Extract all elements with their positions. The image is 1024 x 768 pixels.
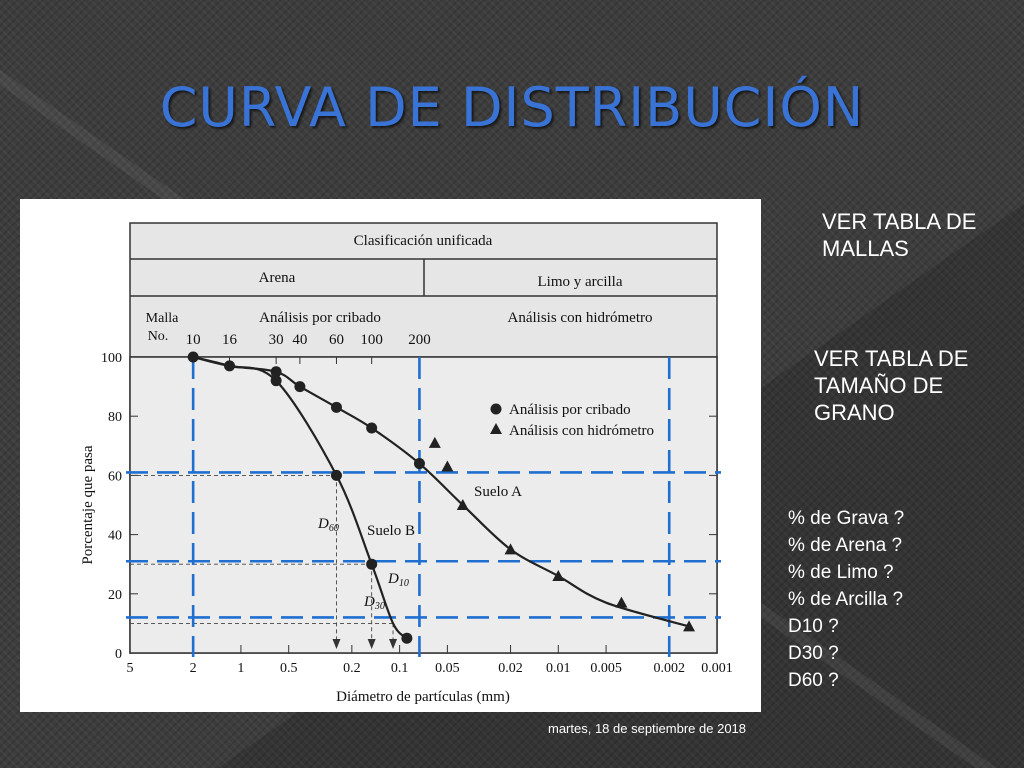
y-tick-label-60: 60	[108, 469, 122, 484]
y-tick-label-100: 100	[101, 351, 122, 366]
x-tick-label-10: 0.002	[653, 661, 685, 676]
footer-date: martes, 18 de septiembre de 2018	[548, 721, 747, 736]
mesh-label-40: 40	[292, 332, 307, 348]
header-malla: Malla	[146, 311, 179, 326]
x-tick-label-3: 0.5	[280, 661, 298, 676]
suelo-a-hydrometer-point-5	[615, 596, 628, 608]
y-tick-label-40: 40	[108, 529, 122, 544]
note-tamano: VER TABLA DE TAMAÑO DE GRANO	[814, 346, 969, 425]
suelo-b-sieve-point-0	[270, 375, 282, 387]
d10-label-sub: 10	[399, 578, 409, 589]
header-clasificacion: Clasificación unificada	[354, 233, 493, 249]
legend-marker-circle	[490, 403, 502, 415]
suelo-a-sieve-point-4	[330, 401, 342, 413]
legend-label-sieve: Análisis por cribado	[509, 402, 631, 418]
x-tick-label-5: 0.1	[391, 661, 409, 676]
suelo-a-hydrometer-point-2	[456, 499, 469, 510]
d30-arrow	[367, 639, 376, 649]
y-tick-label-20: 20	[108, 588, 122, 603]
x-tick-label-11: 0.001	[701, 661, 733, 676]
header-malla-no: No.	[148, 329, 169, 344]
question-d10: D10 ?	[788, 616, 839, 637]
question-d60: D60 ?	[788, 670, 839, 691]
x-tick-label-7: 0.02	[498, 661, 523, 676]
suelo-a-sieve-point-5	[366, 422, 378, 434]
header-sieve-title: Análisis por cribado	[259, 310, 381, 326]
mesh-label-100: 100	[360, 332, 383, 348]
chart-svg: Clasificación unificada Arena Limo y arcil…	[80, 222, 733, 705]
question-limo: % de Limo ?	[788, 562, 894, 583]
suelo-a-sieve-point-3	[294, 381, 306, 393]
d60-arrow	[332, 639, 341, 649]
header-limo-arcilla: Limo y arcilla	[538, 274, 623, 290]
legend-marker-triangle	[490, 423, 502, 434]
question-grava: % de Grava ?	[788, 508, 905, 529]
question-arcilla: % de Arcilla ?	[788, 589, 904, 610]
d10-arrow	[389, 639, 398, 649]
suelo-a-hydrometer-point-6	[683, 620, 696, 632]
x-tick-label-0: 5	[127, 661, 134, 676]
suelo-a-hydrometer-point-0	[428, 436, 441, 448]
d30-label-sub: 30	[374, 601, 385, 612]
y-tick-label-80: 80	[108, 410, 122, 425]
suelo-b-sieve-point-3	[401, 632, 413, 644]
grain-size-chart: Clasificación unificada Arena Limo y arcil…	[20, 199, 761, 712]
suelo-b-sieve-point-1	[330, 469, 342, 481]
x-tick-label-8: 0.01	[546, 661, 571, 676]
header-hydro-title: Análisis con hidrómetro	[508, 310, 653, 326]
question-d30: D30 ?	[788, 643, 839, 664]
d60-label-sub: 60	[329, 523, 339, 534]
slide-title: CURVA DE DISTRIBUCIÓN	[159, 76, 865, 139]
series-label-suelo-b: Suelo B	[367, 523, 415, 539]
question-arena: % de Arena ?	[788, 535, 903, 556]
x-tick-label-1: 2	[190, 661, 197, 676]
mesh-label-30: 30	[269, 332, 284, 348]
y-tick-label-0: 0	[115, 647, 122, 662]
mesh-label-16: 16	[222, 332, 238, 348]
mesh-label-200: 200	[408, 332, 431, 348]
note-mallas: VER TABLA DE MALLAS	[822, 209, 977, 261]
suelo-a-hydrometer-point-4	[552, 570, 565, 582]
suelo-b-sieve-point-2	[366, 558, 378, 570]
suelo-a-hydrometer-point-3	[504, 543, 517, 555]
question-list: % de Grava ? % de Arena ? % de Limo ? % …	[788, 505, 904, 694]
series-label-suelo-a: Suelo A	[474, 484, 522, 500]
y-axis-title: Porcentaje que pasa	[80, 445, 96, 564]
x-tick-label-6: 0.05	[435, 661, 460, 676]
x-tick-label-2: 1	[237, 661, 244, 676]
suelo-a-hydrometer-point-1	[441, 460, 454, 472]
suelo-a-sieve-point-6	[413, 458, 425, 470]
plot-area	[129, 356, 718, 654]
x-tick-label-4: 0.2	[343, 661, 361, 676]
header-arena: Arena	[259, 270, 296, 286]
x-tick-label-9: 0.005	[590, 661, 622, 676]
mesh-label-10: 10	[186, 332, 201, 348]
suelo-a-sieve-point-2	[270, 366, 282, 378]
mesh-label-60: 60	[329, 332, 344, 348]
legend-label-hydrometer: Análisis con hidrómetro	[509, 423, 654, 439]
x-axis-title: Diámetro de partículas (mm)	[336, 689, 510, 705]
